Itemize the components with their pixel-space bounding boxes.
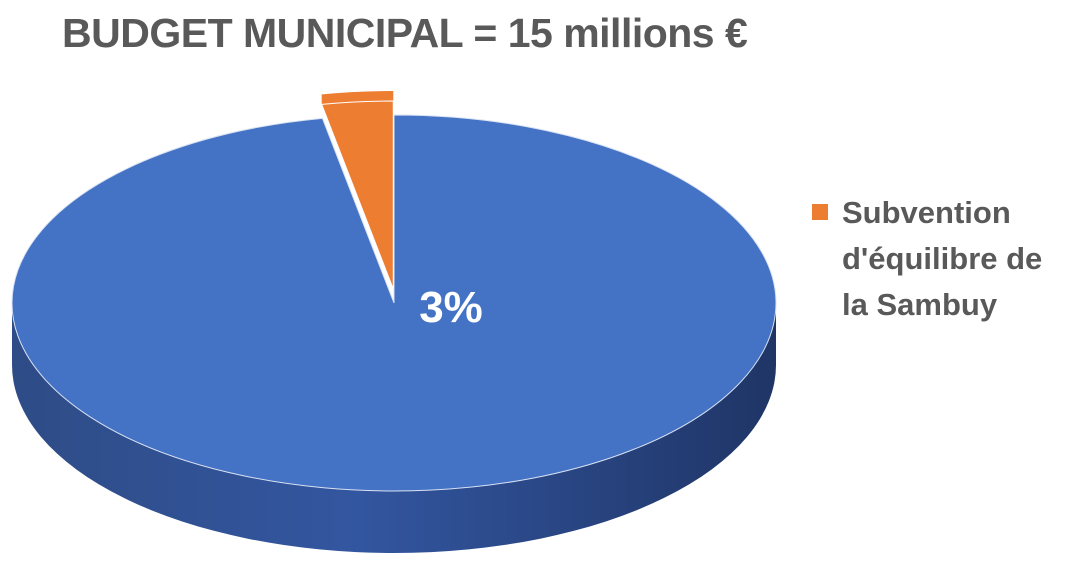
data-label-subvention: 3%: [419, 283, 483, 332]
legend: Subvention d'équilibre de la Sambuy: [812, 190, 1062, 328]
legend-label: Subvention d'équilibre de la Sambuy: [842, 195, 1043, 322]
pie-slice-main: [11, 114, 777, 492]
legend-item-subvention: Subvention d'équilibre de la Sambuy: [812, 190, 1062, 328]
legend-swatch: [812, 204, 828, 220]
chart-title: BUDGET MUNICIPAL = 15 millions €: [62, 10, 748, 56]
pie-slice-subvention: [320, 100, 394, 290]
pie-slice-side-main: [12, 303, 776, 553]
